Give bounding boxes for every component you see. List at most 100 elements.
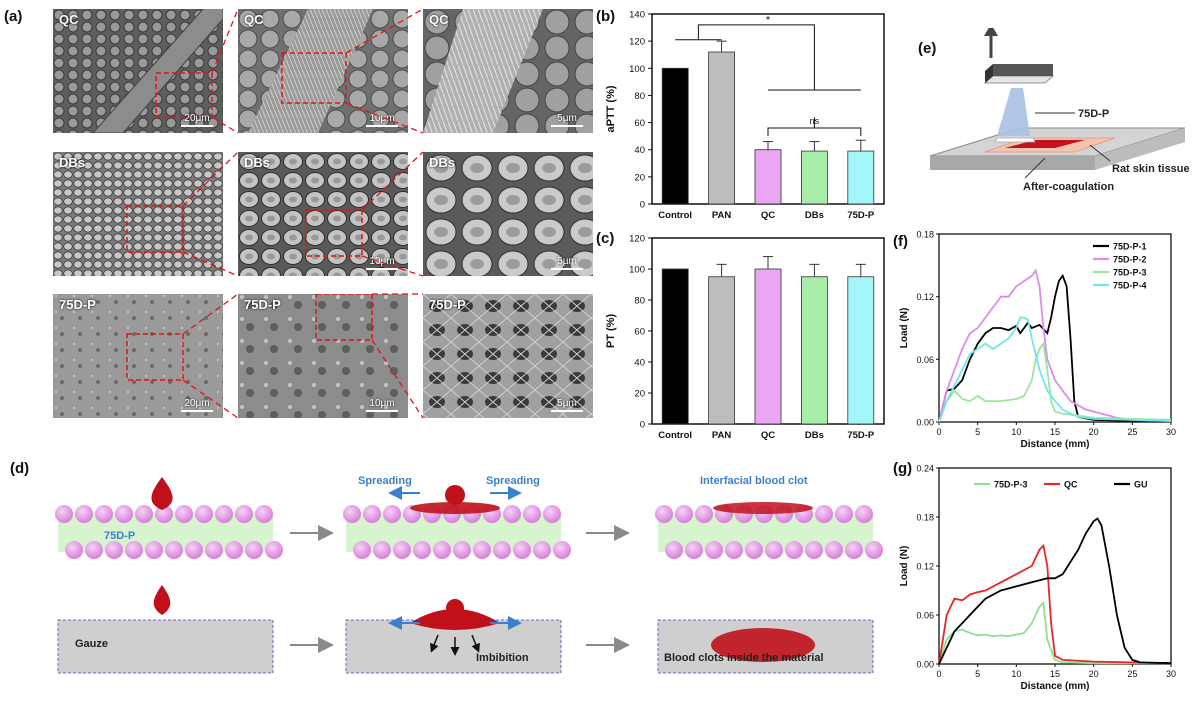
bar [661, 268, 689, 425]
sem-label: DBs [244, 155, 271, 170]
x-tick-label: 5 [975, 427, 980, 437]
sphere [695, 505, 713, 523]
legend-label: 75D-P-2 [1113, 255, 1147, 265]
legend-label: 75D-P-3 [994, 480, 1028, 490]
x-tick-label: 0 [936, 427, 941, 437]
bar [800, 150, 828, 205]
scale-bar: 20μm [181, 113, 213, 127]
schematic-after-label: After-coagulation [1023, 181, 1114, 193]
x-axis-label: Distance (mm) [1021, 439, 1090, 450]
y-tick-label: 80 [634, 91, 645, 102]
panel-label-c: (c) [596, 230, 615, 247]
sphere [195, 505, 213, 523]
chart-pt: 0 20 40 60 80 100 120 Control PAN QC DBs 75D-P PT (%… [605, 234, 885, 441]
y-tick-label: 60 [634, 118, 645, 129]
sphere [815, 505, 833, 523]
x-tick-label: PAN [712, 210, 731, 221]
series-line-GU [938, 517, 1172, 665]
x-tick-label: QC [761, 210, 775, 221]
sphere [175, 505, 193, 523]
chart-peel-compare: 0.00 0.06 0.12 0.18 0.24 0 5 10 15 20 25 30 Distance… [899, 464, 1176, 693]
scale-bar: 5μm [551, 113, 583, 127]
x-tick-label: DBs [805, 430, 824, 441]
sphere [493, 541, 511, 559]
x-tick-label: 30 [1166, 427, 1176, 437]
sphere [245, 541, 263, 559]
bar [847, 276, 875, 425]
bar [754, 149, 782, 205]
y-tick-label: 140 [629, 10, 645, 21]
sphere [155, 505, 173, 523]
sphere [855, 505, 873, 523]
y-tick-label: 0.12 [916, 562, 934, 572]
bar [708, 51, 735, 205]
sphere [393, 541, 411, 559]
x-tick-label: 25 [1127, 427, 1137, 437]
sphere [433, 541, 451, 559]
sphere [225, 541, 243, 559]
scale-bar: 10μm [366, 113, 398, 127]
chart-peel-75dp: 0.00 0.06 0.12 0.18 0 5 10 15 20 25 30 Distance (mm… [899, 230, 1176, 451]
y-tick-label: 100 [629, 265, 645, 276]
zoom-guide-lines [182, 8, 424, 419]
sphere [95, 505, 113, 523]
spreading-diagram [55, 477, 883, 674]
x-tick-label: 20 [1089, 427, 1099, 437]
sphere [85, 541, 103, 559]
sphere [363, 505, 381, 523]
schematic-sample-label: 75D-P [1078, 108, 1109, 120]
bar [800, 276, 828, 425]
label-interfacial-clot: Interfacial blood clot [700, 475, 808, 487]
series-line-QC [938, 543, 1172, 665]
y-tick-label: 0.06 [916, 611, 934, 621]
sem-image-dbs-2: DBs 10μm [238, 152, 408, 276]
sem-label: 75D-P [59, 297, 96, 312]
peel-test-schematic: 75D-P Rat skin tissue After-coagulation [929, 28, 1190, 193]
sem-label: QC [59, 12, 79, 27]
ns-bracket [767, 117, 862, 137]
sem-label: DBs [429, 155, 456, 170]
sem-image-75dp-3: 75D-P 5μm [423, 294, 593, 418]
sphere [105, 541, 123, 559]
bar [754, 268, 782, 425]
schematic-tissue-label: Rat skin tissue [1112, 163, 1190, 175]
label-imbibition: Imbibition [476, 652, 529, 664]
y-tick-label: 20 [634, 389, 645, 400]
scale-bar: 10μm [366, 256, 398, 270]
sphere [865, 541, 883, 559]
x-tick-label: 75D-P [847, 430, 875, 441]
scale-bar: 5μm [551, 398, 583, 412]
scale-bar: 20μm [181, 398, 213, 412]
sig-label: * [766, 15, 771, 27]
sem-image-qc-2: QC 10μm [238, 9, 408, 133]
scale-bar: 10μm [366, 398, 398, 412]
sphere [135, 505, 153, 523]
sphere [55, 505, 73, 523]
sem-image-qc-1: QC 20μm [53, 9, 223, 133]
series-line-75D-P-4 [938, 316, 1172, 423]
sphere [675, 505, 693, 523]
y-tick-label: 0.12 [916, 292, 934, 302]
sphere [745, 541, 763, 559]
sphere [553, 541, 571, 559]
sphere [115, 505, 133, 523]
y-tick-label: 60 [634, 327, 645, 338]
y-tick-label: 40 [634, 145, 645, 156]
x-tick-label: QC [761, 430, 775, 441]
series-line-75D-P-2 [938, 268, 1172, 423]
y-tick-label: 0.18 [916, 230, 934, 240]
sphere [503, 505, 521, 523]
sphere [473, 541, 491, 559]
panel-label-d: (d) [10, 460, 30, 477]
sphere [825, 541, 843, 559]
sphere [655, 505, 673, 523]
sphere [765, 541, 783, 559]
x-tick-label: 30 [1166, 669, 1176, 679]
sphere [383, 505, 401, 523]
y-tick-label: 80 [634, 296, 645, 307]
label-spreading-right: Spreading [486, 475, 540, 487]
sphere [265, 541, 283, 559]
x-axis-label: Distance (mm) [1021, 681, 1090, 692]
sem-image-dbs-1: DBs [53, 152, 223, 276]
sphere [453, 541, 471, 559]
